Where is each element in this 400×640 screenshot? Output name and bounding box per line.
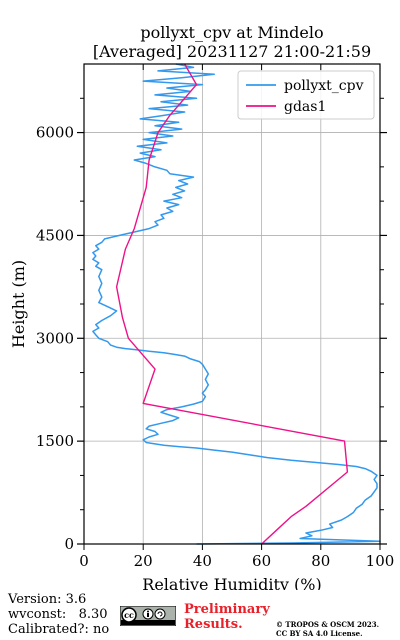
version-text: Version: 3.6 — [8, 592, 87, 607]
legend: pollyxt_cpv gdas1 — [237, 70, 375, 120]
calibrated-text: Calibrated?: no — [8, 622, 110, 637]
legend-label: pollyxt_cpv — [284, 78, 364, 94]
y-tick-label: 0 — [64, 535, 74, 553]
series-line-pollyxt-cpv — [92, 63, 381, 545]
x-tick-label: 60 — [252, 552, 271, 570]
x-tick-label: 20 — [134, 552, 153, 570]
y-tick-label: 6000 — [36, 124, 74, 142]
chart-title: pollyxt_cpv at Mindelo — [140, 23, 323, 42]
x-tick-label: 0 — [79, 552, 89, 570]
preliminary-results-notice: Preliminary Results. — [184, 602, 270, 632]
wvconst-text: wvconst: 8.30 — [8, 607, 108, 622]
legend-label: gdas1 — [284, 99, 326, 115]
chart-subtitle: [Averaged] 20231127 21:00-21:59 — [93, 42, 371, 61]
y-tick-label: 3000 — [36, 329, 74, 347]
series-line-gdas1 — [115, 63, 349, 545]
preliminary-line-2: Results. — [184, 617, 243, 632]
x-tick-label: 100 — [366, 552, 395, 570]
x-tick-label: 40 — [193, 552, 212, 570]
cc-by-sa-license-icon: cc — [120, 606, 176, 626]
plot-frame — [83, 63, 381, 545]
axis-ticks: 0 20 40 60 80 100 0 1500 3000 4500 6000 — [36, 64, 395, 570]
y-tick-label: 4500 — [36, 226, 74, 244]
preliminary-line-1: Preliminary — [184, 602, 270, 617]
y-axis-label: Height (m) — [9, 260, 28, 348]
x-axis-label: Relative Humidity (%) — [142, 575, 321, 590]
version-info: Version: 3.6 wvconst: 8.30 Calibrated?: … — [8, 592, 109, 637]
copyright-line-2: CC BY SA 4.0 License. — [276, 629, 363, 638]
y-tick-label: 1500 — [36, 432, 74, 450]
legend-box — [237, 70, 375, 120]
humidity-profile-chart: pollyxt_cpv at Mindelo [Averaged] 202311… — [9, 23, 395, 594]
svg-text:cc: cc — [124, 610, 134, 620]
copyright-notice: © TROPOS & OSCM 2023. CC BY SA 4.0 Licen… — [276, 620, 379, 638]
data-series — [92, 63, 381, 545]
x-tick-label: 80 — [311, 552, 330, 570]
grid — [83, 64, 381, 545]
copyright-line-1: © TROPOS & OSCM 2023. — [276, 620, 380, 629]
